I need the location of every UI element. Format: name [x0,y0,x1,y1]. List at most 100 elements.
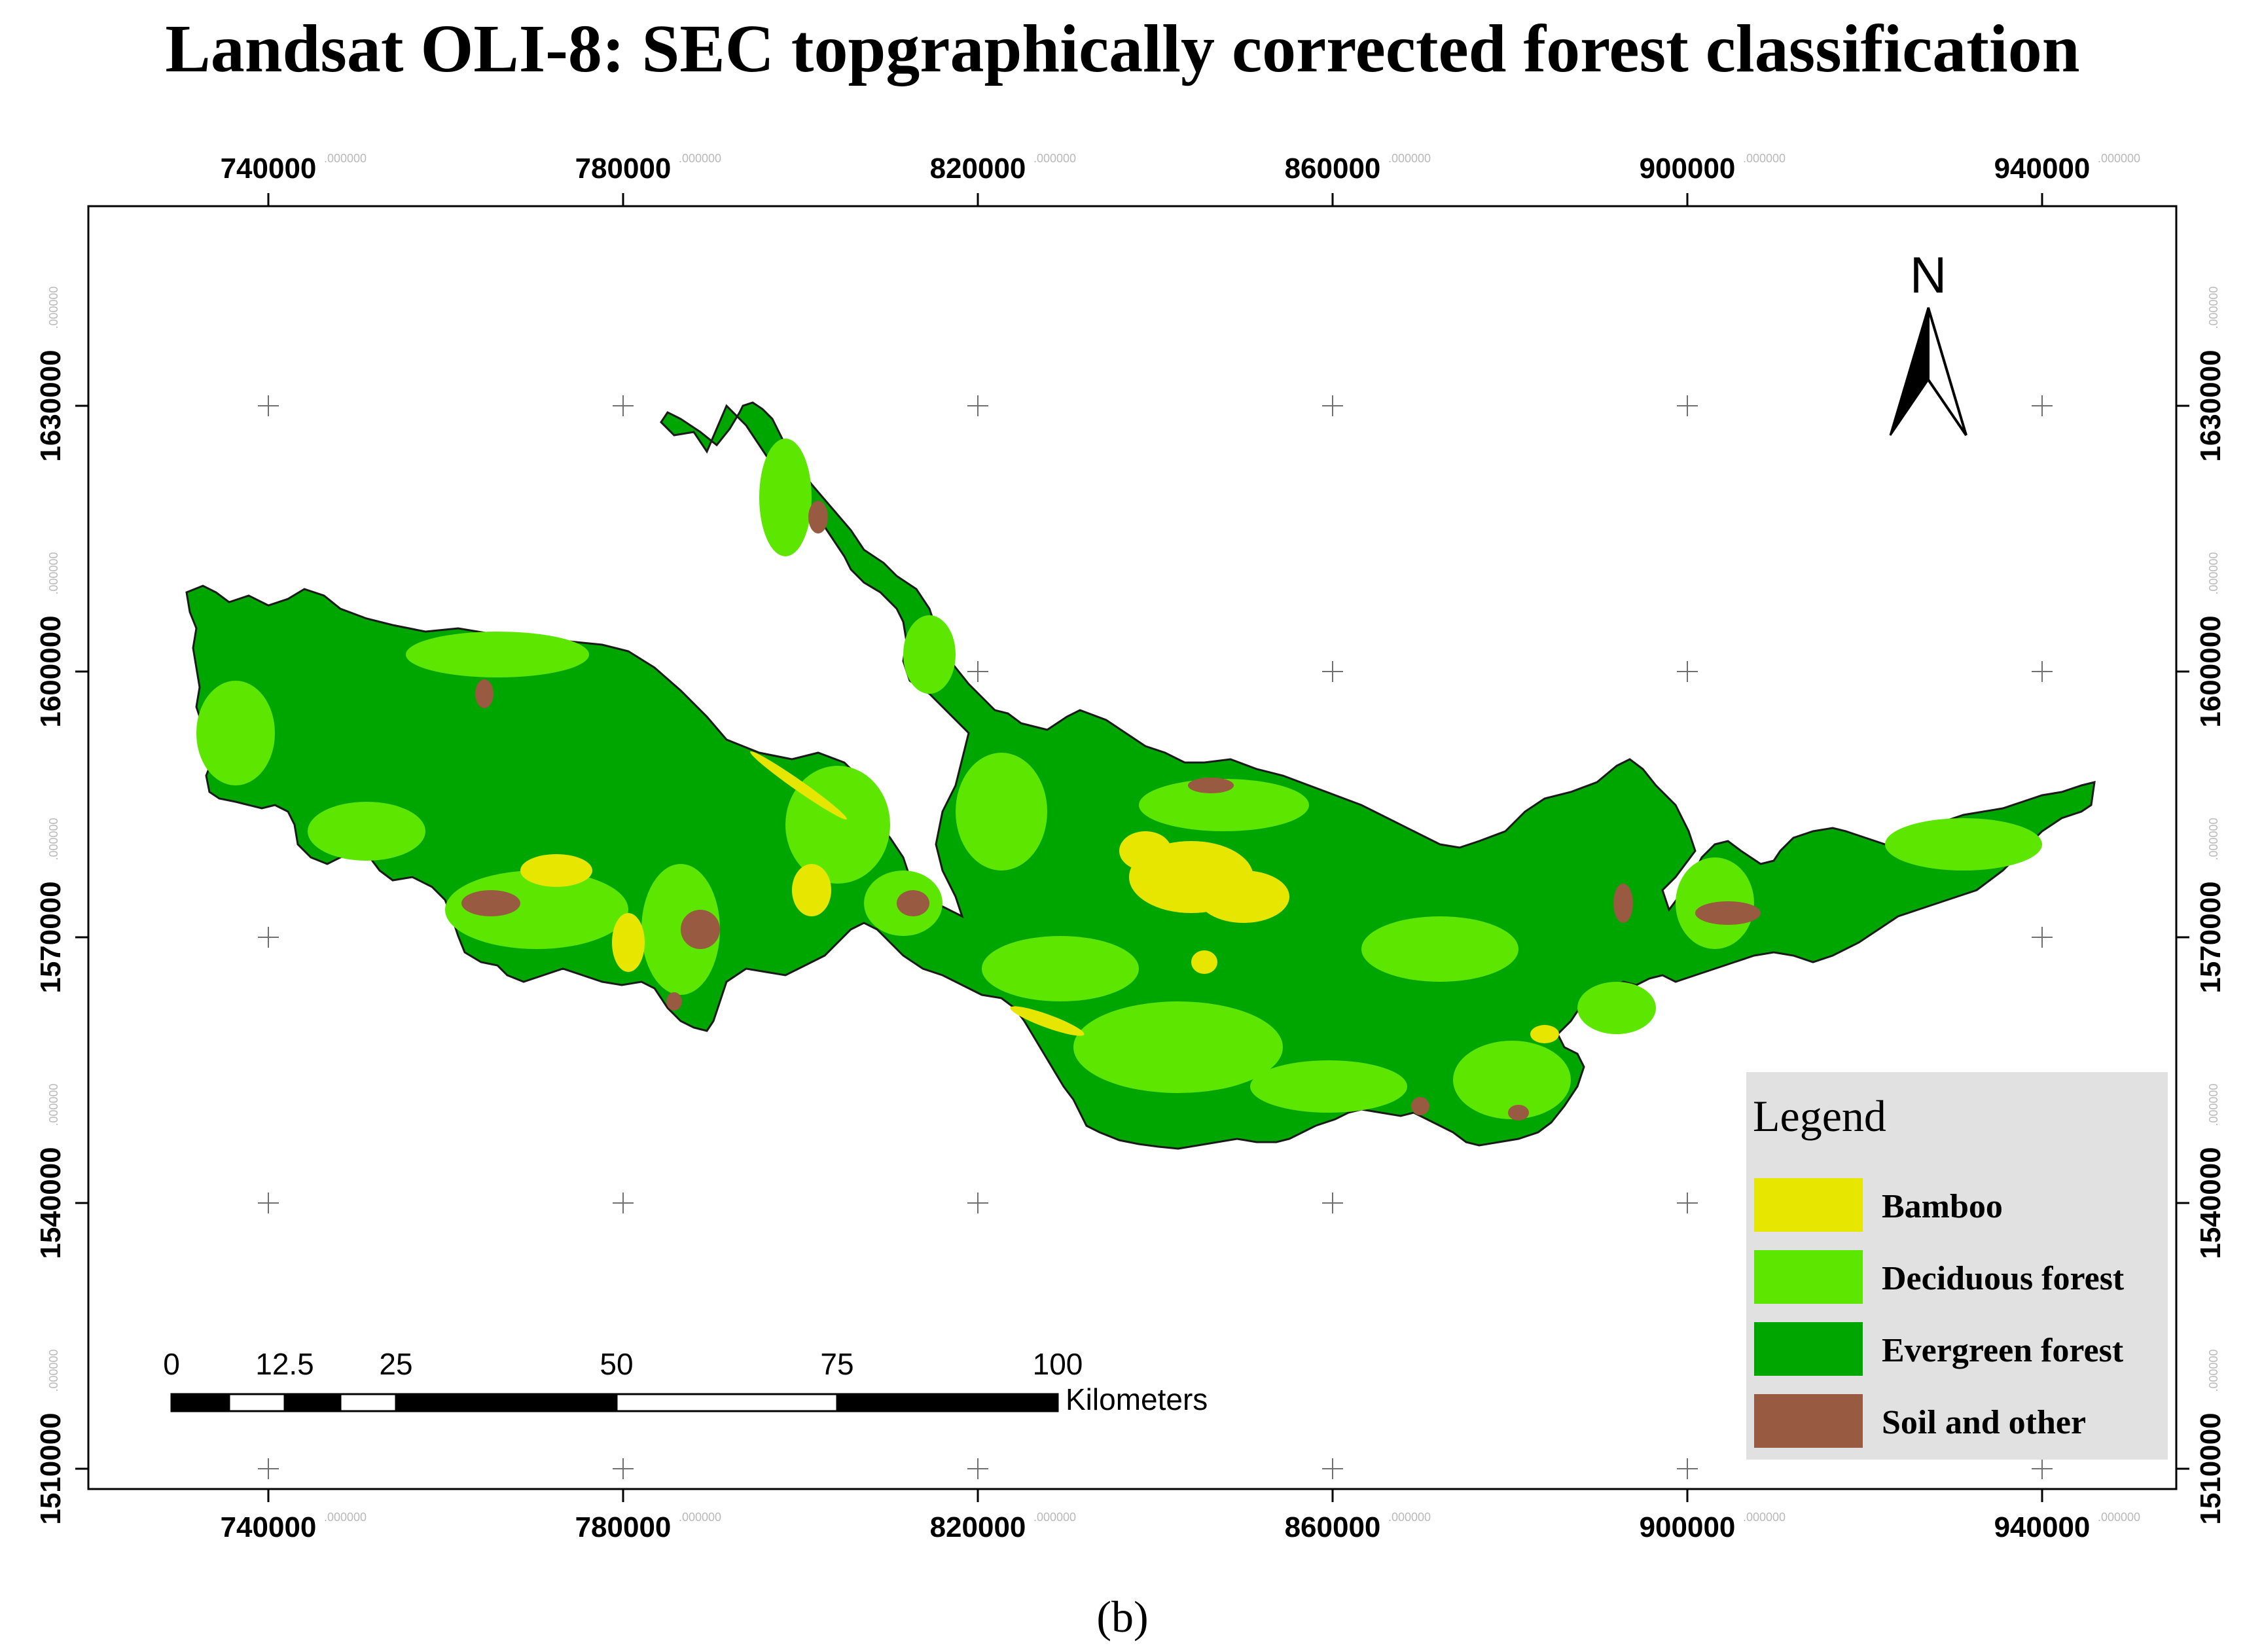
scale-bar-segment [283,1393,342,1412]
x-tick-decimals: .000000 [1033,152,1076,165]
x-tick-decimals: .000000 [679,152,721,165]
graticule-cross [613,395,634,416]
x-tick-label: 940000 [1994,153,2091,185]
x-tick-label: 860000 [1285,153,1381,185]
y-tick-label: 1510000 [35,1412,67,1524]
y-tick-label: 1600000 [2195,615,2227,727]
north-label: N [1910,246,1947,304]
north-arrow: N [1889,246,1967,437]
y-tick-decimals: .000000 [2207,286,2220,329]
legend-swatch-deciduous [1754,1250,1863,1304]
x-tick-decimals: .000000 [1388,152,1431,165]
scale-bar-segment [615,1393,838,1412]
y-axis-right-labels: 1630000 .000000 1600000 .000000 1570000 .0000… [2176,286,2227,1525]
x-tick-label: 900000 [1640,153,1736,185]
x-tick-decimals: .000000 [1743,1511,1786,1524]
x-tick-decimals: .000000 [679,1511,721,1524]
scale-unit: Kilometers [1066,1382,1208,1416]
graticule-cross [1322,395,1343,416]
x-tick-label: 740000 [221,153,317,185]
bamboo-areas [520,751,1559,1043]
legend-title: Legend [1753,1091,1886,1141]
y-tick-label: 1510000 [2195,1412,2227,1524]
legend-label-bamboo: Bamboo [1882,1188,2003,1225]
graticule-cross [2032,1458,2053,1479]
y-tick-decimals: .000000 [47,1349,60,1392]
y-tick-decimals: .000000 [47,552,60,594]
legend: Legend Bamboo Deciduous forest Evergreen… [1746,1072,2168,1460]
x-tick-decimals: .000000 [1388,1511,1431,1524]
x-tick-decimals: .000000 [324,1511,367,1524]
legend-label-deciduous: Deciduous forest [1882,1260,2125,1297]
x-tick-label: 860000 [1285,1511,1381,1543]
x-tick-label: 820000 [930,1511,1026,1543]
scale-bar-segment [228,1393,286,1412]
y-tick-decimals: .000000 [2207,1083,2220,1126]
y-tick-decimals: .000000 [2207,817,2220,860]
legend-label-soil: Soil and other [1882,1404,2086,1441]
x-tick-decimals: .000000 [2098,152,2140,165]
x-axis-top-labels: 740000 .000000 780000 .000000 820000 .000000 8… [221,152,2140,206]
scale-label-0: 0 [163,1347,180,1381]
y-tick-label: 1570000 [2195,881,2227,993]
scale-bar-segment [339,1393,397,1412]
scale-label-75: 75 [820,1347,853,1381]
y-tick-label: 1630000 [2195,350,2227,461]
legend-swatch-evergreen [1754,1322,1863,1376]
scale-bar-segment [836,1393,1059,1412]
y-tick-decimals: .000000 [47,817,60,860]
scale-bar: 0 12.5 25 50 75 100 Kilometers [163,1347,1208,1416]
x-tick-label: 820000 [930,153,1026,185]
graticule-cross [967,661,988,682]
scale-label-50: 50 [600,1347,633,1381]
scale-label-100: 100 [1033,1347,1083,1381]
y-tick-decimals: .000000 [2207,1349,2220,1392]
graticule-cross [258,1458,279,1479]
y-tick-label: 1570000 [35,881,67,993]
graticule-cross [967,395,988,416]
scale-label-12-5: 12.5 [255,1347,314,1381]
graticule-cross [967,1458,988,1479]
map-title: Landsat OLI-8: SEC topgraphically correc… [165,11,2080,86]
graticule-cross [2032,661,2053,682]
legend-swatch-bamboo [1754,1178,1863,1232]
graticule-cross [1677,1458,1698,1479]
graticule-cross [613,1193,634,1213]
x-tick-decimals: .000000 [1033,1511,1076,1524]
scale-bar-segment [395,1393,618,1412]
graticule-cross [1322,1193,1343,1213]
graticule-cross [1677,395,1698,416]
graticule-cross [258,395,279,416]
forest-region [185,401,2096,1150]
graticule-cross [1322,1458,1343,1479]
graticule-cross [1677,661,1698,682]
soil-areas [461,501,1761,1121]
x-tick-label: 740000 [221,1511,317,1543]
x-tick-label: 940000 [1994,1511,2091,1543]
graticule-cross [2032,927,2053,948]
legend-swatch-soil [1754,1394,1863,1448]
y-tick-label: 1540000 [2195,1147,2227,1259]
scale-label-25: 25 [379,1347,412,1381]
y-tick-decimals: .000000 [47,1083,60,1126]
x-tick-decimals: .000000 [2098,1511,2140,1524]
y-tick-decimals: .000000 [2207,552,2220,594]
y-tick-label: 1600000 [35,615,67,727]
x-tick-label: 780000 [575,153,672,185]
x-axis-bottom-labels: 740000 .000000 780000 .000000 820000 .000000 8… [221,1489,2140,1543]
graticule-cross [2032,395,2053,416]
graticule-cross [613,1458,634,1479]
figure-caption: (b) [1096,1592,1149,1642]
scale-bar-segment [170,1393,230,1412]
graticule-cross [967,1193,988,1213]
y-tick-decimals: .000000 [47,286,60,329]
y-tick-label: 1540000 [35,1147,67,1259]
legend-label-evergreen: Evergreen forest [1882,1332,2124,1369]
x-tick-label: 780000 [575,1511,672,1543]
graticule-cross [1677,1193,1698,1213]
x-tick-decimals: .000000 [324,152,367,165]
x-tick-label: 900000 [1640,1511,1736,1543]
graticule-cross [258,1193,279,1213]
x-tick-decimals: .000000 [1743,152,1786,165]
graticule-cross [258,927,279,948]
